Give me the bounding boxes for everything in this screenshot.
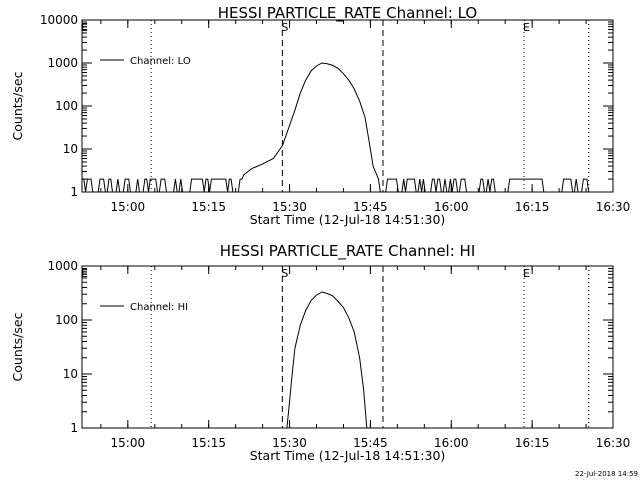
event-marker-label: E	[523, 21, 530, 34]
series-line	[82, 62, 590, 193]
y-tick-label: 10	[63, 142, 78, 156]
x-tick-label: 16:00	[434, 200, 469, 214]
y-axis-label: Counts/sec	[10, 312, 25, 381]
y-tick-label: 1000	[47, 56, 78, 70]
y-tick-label: 100	[55, 99, 78, 113]
x-tick-label: 15:30	[272, 200, 307, 214]
panel-hi: HESSI PARTICLE_RATE Channel: HI 15:00 15:1…	[10, 242, 630, 463]
event-marker-label: S	[281, 267, 288, 280]
y-tick-label: 100	[55, 313, 78, 327]
x-tick-label: 15:45	[353, 436, 388, 450]
legend-entry: Channel: LO	[130, 56, 191, 67]
y-axis-label: Counts/sec	[10, 71, 25, 140]
x-tick-label: 15:15	[191, 200, 226, 214]
event-marker-label: E	[81, 267, 88, 280]
event-marker-label: E	[523, 267, 530, 280]
panel-lo: HESSI PARTICLE_RATE Channel: LO 15:00 15:1…	[10, 4, 630, 227]
chart-title: HESSI PARTICLE_RATE Channel: LO	[218, 4, 477, 23]
x-tick-label: 15:30	[272, 436, 307, 450]
y-tick-label: 1	[70, 185, 78, 199]
plot-frame	[81, 19, 614, 193]
x-tick-label: 15:00	[111, 200, 146, 214]
x-tick-label: 15:45	[353, 200, 388, 214]
x-tick-label: 16:15	[515, 436, 550, 450]
y-tick-label: 1000	[47, 259, 78, 273]
x-axis-label: Start Time (12-Jul-18 14:51:30)	[250, 212, 446, 227]
y-tick-label: 1	[70, 421, 78, 435]
y-tick-label: 10000	[40, 13, 78, 27]
x-tick-label: 15:00	[111, 436, 146, 450]
footer-timestamp: 22-Jul-2018 14:59	[575, 470, 638, 478]
x-tick-label: 16:30	[596, 436, 631, 450]
x-tick-label: 16:15	[515, 200, 550, 214]
x-axis-label: Start Time (12-Jul-18 14:51:30)	[250, 448, 446, 463]
event-marker-label: S	[281, 21, 288, 34]
y-tick-label: 10	[63, 367, 78, 381]
x-tick-label: 15:15	[191, 436, 226, 450]
series-line	[286, 291, 368, 429]
event-marker-label: E	[81, 21, 88, 34]
x-tick-label: 16:00	[434, 436, 469, 450]
plot-frame	[81, 265, 614, 429]
x-tick-label: 16:30	[596, 200, 631, 214]
legend-entry: Channel: HI	[130, 302, 188, 313]
chart-title: HESSI PARTICLE_RATE Channel: HI	[220, 242, 476, 261]
